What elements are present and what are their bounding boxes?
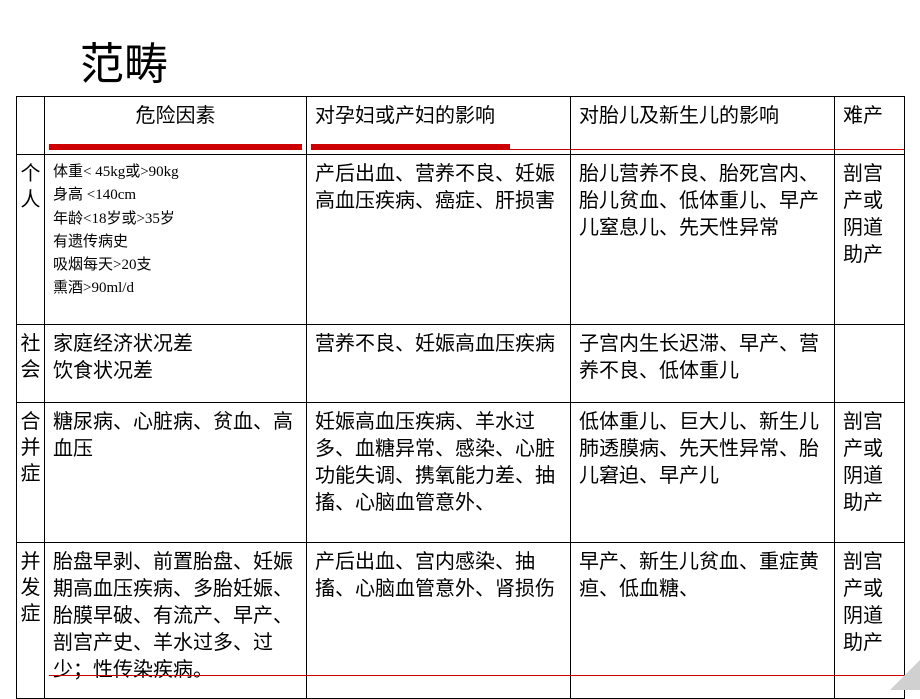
table-row: 社会 家庭经济状况差 饮食状况差 营养不良、妊娠高血压疾病 子宫内生长迟滞、早产… [17, 325, 905, 403]
risk-item: 身高 <140cm [53, 184, 298, 207]
th-risk-text: 危险因素 [53, 103, 298, 130]
table-row: 合并症 糖尿病、心脏病、贫血、高血压 妊娠高血压疾病、羊水过多、血糖异常、感染、… [17, 403, 905, 543]
risk-item: 年龄<18岁或>35岁 [53, 208, 298, 231]
th-category [17, 97, 45, 155]
cell-personal-dystocia: 剖宫产或阴道助产 [835, 155, 905, 325]
cell-comorbid-risk: 糖尿病、心脏病、贫血、高血压 [45, 403, 307, 543]
row-label-social: 社会 [17, 325, 45, 403]
table-header-row: 危险因素 对孕妇或产妇的影响 对胎儿及新生儿的影响 难产 [17, 97, 905, 155]
row-label-complication: 并发症 [17, 543, 45, 699]
th-dystocia-text: 难产 [843, 103, 896, 130]
risk-item: 有遗传病史 [53, 231, 298, 254]
cell-complication-maternal: 产后出血、宫内感染、抽搐、心脑血管意外、肾损伤 [307, 543, 571, 699]
red-line-icon [835, 149, 904, 150]
cell-complication-risk: 胎盘早剥、前置胎盘、妊娠期高血压疾病、多胎妊娠、胎膜早破、有流产、早产、剖宫产史… [45, 543, 307, 699]
th-maternal: 对孕妇或产妇的影响 [307, 97, 571, 155]
table-row: 个人 体重< 45kg或>90kg 身高 <140cm 年龄<18岁或>35岁 … [17, 155, 905, 325]
th-dystocia: 难产 [835, 97, 905, 155]
cell-personal-fetal: 胎儿营养不良、胎死宫内、胎儿贫血、低体重儿、早产儿窒息儿、先天性异常 [571, 155, 835, 325]
cell-comorbid-maternal: 妊娠高血压疾病、羊水过多、血糖异常、感染、心脏功能失调、携氧能力差、抽搐、心脑血… [307, 403, 571, 543]
risk-item: 吸烟每天>20支 [53, 254, 298, 277]
cell-comorbid-dystocia: 剖宫产或阴道助产 [835, 403, 905, 543]
complication-risk-text: 胎盘早剥、前置胎盘、妊娠期高血压疾病、多胎妊娠、胎膜早破、有流产、早产、剖宫产史… [53, 549, 298, 684]
risk-table: 危险因素 对孕妇或产妇的影响 对胎儿及新生儿的影响 难产 个人 体重 [16, 96, 905, 699]
cell-social-risk: 家庭经济状况差 饮食状况差 [45, 325, 307, 403]
cell-complication-fetal: 早产、新生儿贫血、重症黄疸、低血糖、 [571, 543, 835, 699]
risk-item: 熏酒>90ml/d [53, 277, 298, 300]
cell-social-maternal: 营养不良、妊娠高血压疾病 [307, 325, 571, 403]
personal-risk-list: 体重< 45kg或>90kg 身高 <140cm 年龄<18岁或>35岁 有遗传… [53, 161, 298, 301]
table-row: 并发症 胎盘早剥、前置胎盘、妊娠期高血压疾病、多胎妊娠、胎膜早破、有流产、早产、… [17, 543, 905, 699]
page-title: 范畴 [80, 28, 168, 92]
th-fetal: 对胎儿及新生儿的影响 [571, 97, 835, 155]
risk-item: 体重< 45kg或>90kg [53, 161, 298, 184]
red-line-icon [571, 149, 834, 150]
red-line-icon [507, 149, 570, 150]
cell-social-dystocia [835, 325, 905, 403]
row-label-comorbid: 合并症 [17, 403, 45, 543]
cell-comorbid-fetal: 低体重儿、巨大儿、新生儿肺透膜病、先天性异常、胎儿窘迫、早产儿 [571, 403, 835, 543]
red-bar-icon [311, 144, 510, 150]
cell-social-fetal: 子宫内生长迟滞、早产、营养不良、低体重儿 [571, 325, 835, 403]
page-corner-fold-icon [890, 660, 920, 690]
th-maternal-text: 对孕妇或产妇的影响 [315, 103, 562, 130]
th-fetal-text: 对胎儿及新生儿的影响 [579, 103, 826, 130]
th-risk: 危险因素 [45, 97, 307, 155]
row-label-personal: 个人 [17, 155, 45, 325]
cell-personal-maternal: 产后出血、营养不良、妊娠高血压疾病、癌症、肝损害 [307, 155, 571, 325]
red-bar-icon [49, 144, 302, 150]
cell-personal-risk: 体重< 45kg或>90kg 身高 <140cm 年龄<18岁或>35岁 有遗传… [45, 155, 307, 325]
